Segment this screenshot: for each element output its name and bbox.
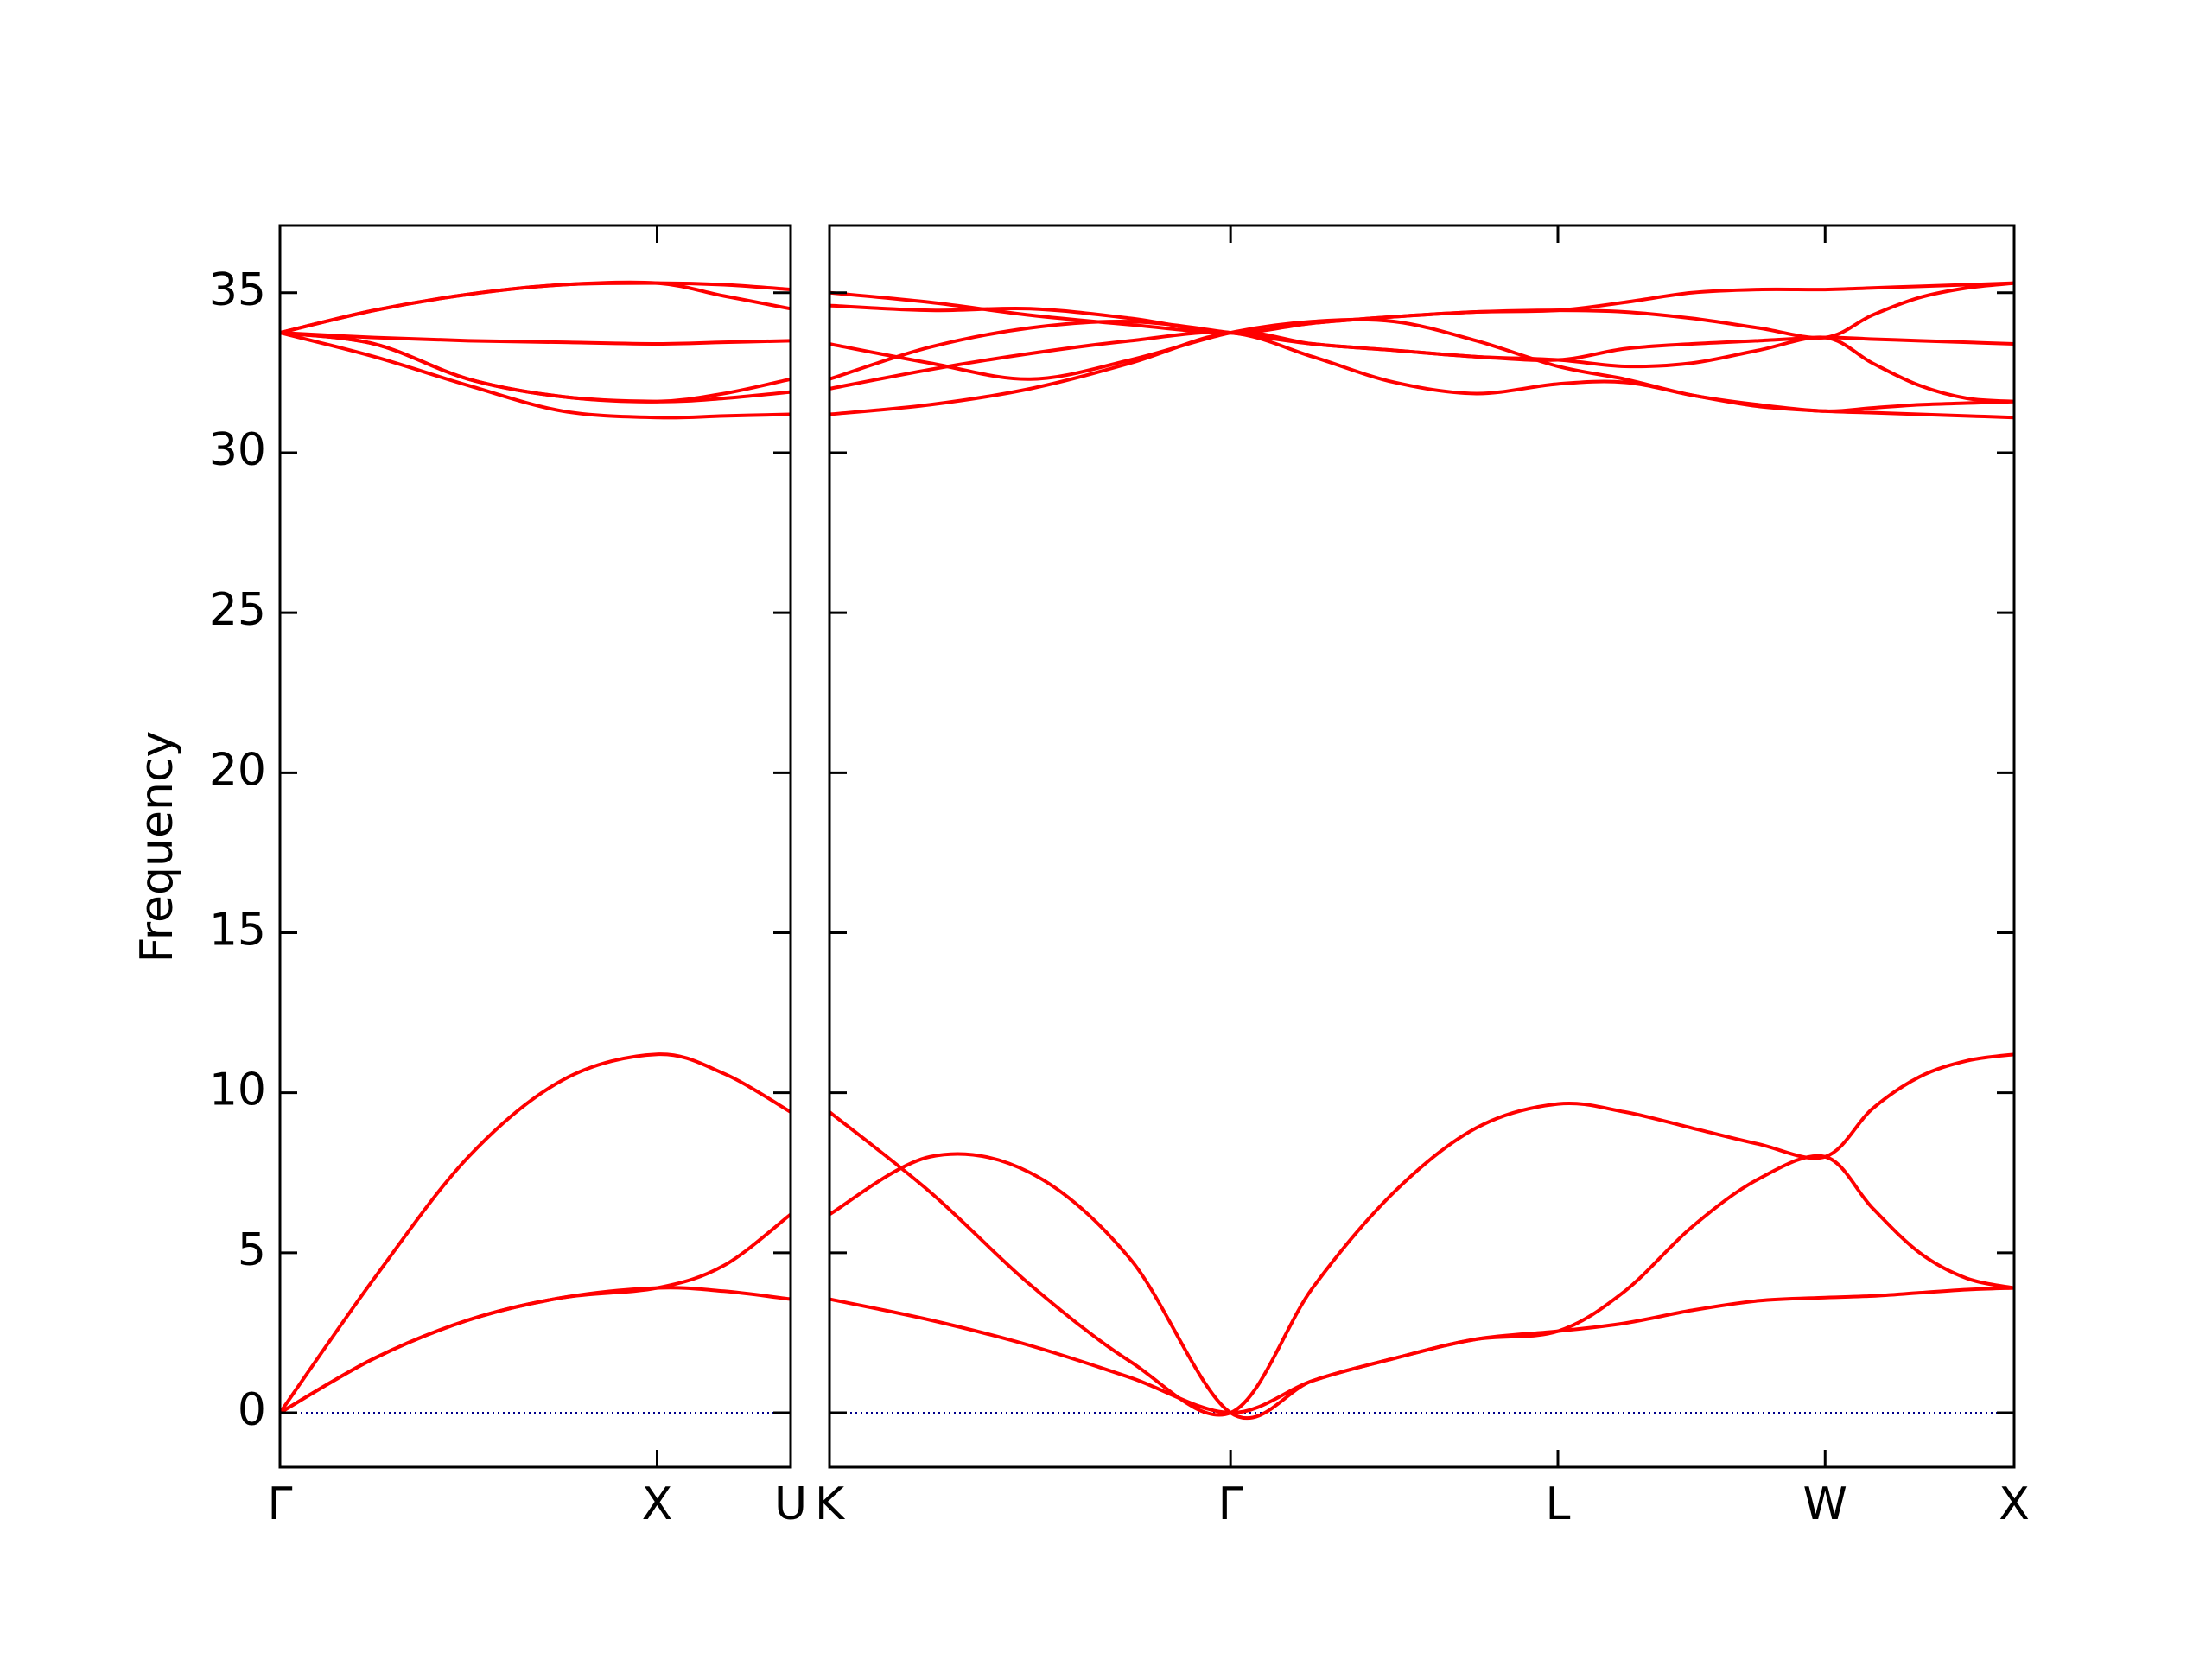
- y-tick-label: 15: [209, 904, 266, 956]
- y-axis-label: Frequency: [131, 731, 183, 963]
- x-tick-label: L: [1545, 1478, 1570, 1530]
- band-line: [279, 331, 791, 420]
- y-tick-label: 20: [209, 744, 266, 796]
- y-tick-label: 0: [238, 1384, 266, 1436]
- y-tick-label: 5: [238, 1224, 266, 1276]
- plot-frame: [828, 224, 2016, 1469]
- x-tick-label: X: [1999, 1478, 2030, 1530]
- band-line: [829, 1286, 2015, 1415]
- x-tick-label: K: [815, 1478, 846, 1530]
- x-tick-label: W: [1803, 1478, 1847, 1530]
- band-line: [279, 331, 791, 404]
- band-line: [279, 1286, 791, 1414]
- band-line: [279, 331, 791, 346]
- y-tick-label: 25: [209, 584, 266, 636]
- band-line: [829, 1152, 2015, 1421]
- x-tick-label: U: [774, 1478, 807, 1530]
- band-line: [279, 281, 791, 335]
- band-line: [829, 330, 2015, 416]
- plot-frame: [278, 224, 792, 1469]
- x-tick-label: Γ: [268, 1478, 293, 1530]
- band-line: [828, 1052, 2015, 1417]
- band-line: [829, 319, 2015, 381]
- band-line: [829, 330, 2015, 420]
- band-line: [279, 280, 791, 335]
- y-tick-label: 35: [209, 264, 266, 316]
- y-tick-label: 10: [209, 1065, 266, 1116]
- x-tick-label: X: [642, 1478, 673, 1530]
- y-tick-label: 30: [209, 424, 266, 476]
- band-line: [278, 1052, 791, 1414]
- band-line: [279, 1212, 792, 1414]
- x-tick-label: Γ: [1218, 1478, 1243, 1530]
- band-line: [829, 281, 2015, 340]
- band-line: [829, 317, 2015, 413]
